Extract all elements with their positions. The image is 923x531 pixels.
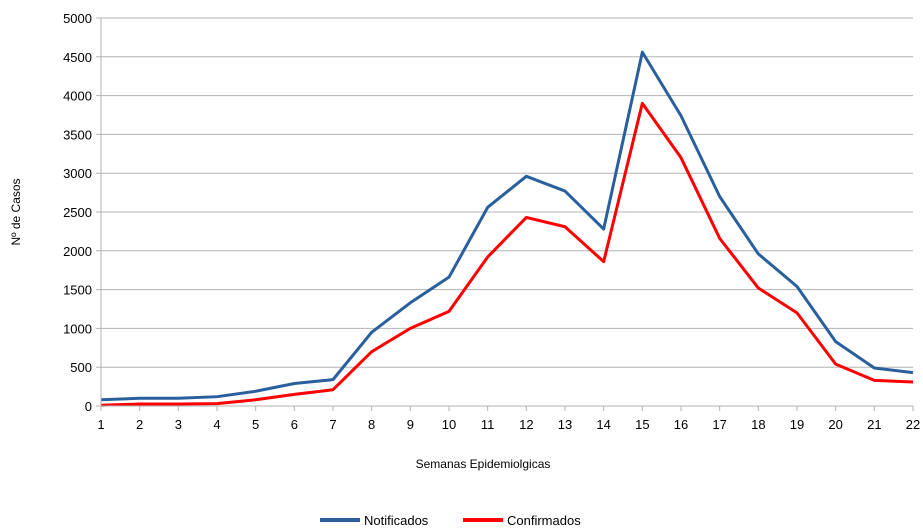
- x-tick-label: 15: [635, 417, 649, 432]
- y-tick-label: 3000: [63, 166, 92, 181]
- x-tick-label: 6: [291, 417, 298, 432]
- x-tick-label: 2: [136, 417, 143, 432]
- y-tick-label: 1500: [63, 283, 92, 298]
- x-tick-labels: 1 2 3 4 5 6 7 8 9 10 11 12 13 14 15 16 17 18 19 20 21 22: [97, 406, 920, 432]
- series-line-confirmados: [100, 101, 914, 407]
- x-tick-label: 10: [442, 417, 456, 432]
- x-tick-label: 7: [329, 417, 336, 432]
- legend: Notificados Confirmados: [320, 513, 581, 528]
- grid-lines: [101, 17, 913, 368]
- x-tick-label: 12: [519, 417, 533, 432]
- x-tick-label: 16: [674, 417, 688, 432]
- x-tick-label: 19: [790, 417, 804, 432]
- legend-label-notificados: Notificados: [364, 513, 429, 528]
- x-axis-title: Semanas Epidemiolgicas: [416, 457, 551, 471]
- x-tick-label: 8: [368, 417, 375, 432]
- x-tick-label: 18: [751, 417, 765, 432]
- series-lines: [100, 50, 914, 407]
- y-tick-label: 3500: [63, 127, 92, 142]
- x-tick-label: 22: [906, 417, 920, 432]
- y-tick-label: 4500: [63, 50, 92, 65]
- y-tick-label: 4000: [63, 89, 92, 104]
- x-tick-label: 11: [481, 417, 495, 432]
- y-tick-label: 5000: [63, 11, 92, 26]
- x-tick-label: 9: [407, 417, 414, 432]
- y-tick-label: 0: [85, 399, 92, 414]
- y-tick-label: 2000: [63, 244, 92, 259]
- x-tick-label: 21: [867, 417, 881, 432]
- x-tick-label: 17: [712, 417, 726, 432]
- x-tick-label: 5: [252, 417, 259, 432]
- x-tick-label: 14: [596, 417, 610, 432]
- x-tick-label: 3: [175, 417, 182, 432]
- x-tick-label: 13: [558, 417, 572, 432]
- y-tick-label: 2500: [63, 205, 92, 220]
- y-tick-labels: 0 500 1000 1500 2000 2500 3000 3500 4000 4500 5000: [63, 11, 101, 414]
- x-tick-label: 20: [828, 417, 842, 432]
- y-axis-title: Nº de Casos: [9, 178, 23, 245]
- series-line-notificados: [100, 50, 914, 402]
- x-tick-label: 4: [213, 417, 220, 432]
- x-tick-label: 1: [97, 417, 104, 432]
- y-tick-label: 1000: [63, 321, 92, 336]
- y-tick-label: 500: [70, 360, 92, 375]
- legend-label-confirmados: Confirmados: [507, 513, 581, 528]
